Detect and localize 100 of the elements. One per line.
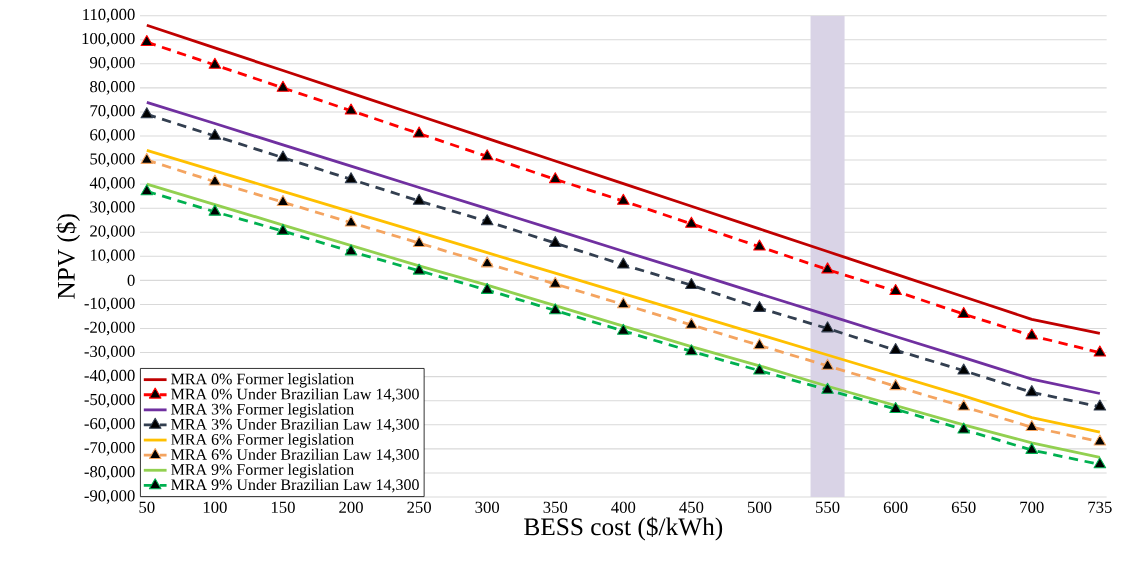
point: [208, 128, 222, 140]
x-tick-label: 450: [679, 501, 704, 513]
x-tick-label: 200: [339, 501, 363, 513]
legend-label: MRA 9% Under Brazilian Law 14,300: [171, 478, 419, 493]
x-tick-label: 100: [203, 501, 227, 513]
y-tick-label: 80,000: [90, 81, 135, 95]
x-tick-label: 500: [747, 501, 772, 513]
point: [821, 321, 834, 333]
point: [685, 278, 698, 290]
point: [889, 284, 902, 296]
point: [480, 149, 494, 161]
y-tick-label: 100,000: [82, 32, 135, 47]
point: [1093, 345, 1107, 357]
point: [548, 303, 562, 315]
y-tick-label: 60,000: [90, 129, 135, 143]
x-tick-label: 300: [475, 501, 500, 513]
point: [480, 214, 494, 226]
point: [276, 223, 290, 235]
point: [617, 193, 630, 205]
point: [276, 194, 290, 207]
point: [957, 363, 971, 375]
x-tick-label: 650: [951, 501, 976, 513]
x-tick-label: 600: [883, 501, 908, 513]
point: [480, 256, 494, 268]
x-tick-label: 700: [1020, 501, 1044, 513]
y-tick-label: -50,000: [84, 393, 135, 408]
point: [889, 401, 902, 414]
point: [208, 57, 222, 69]
x-tick-label: 550: [816, 501, 840, 513]
point: [1025, 419, 1039, 432]
y-tick-label: 0: [127, 274, 135, 287]
point: [685, 216, 698, 228]
legend-label: MRA 0% Under Brazilian Law 14,300: [171, 388, 419, 402]
y-tick-label: -80,000: [84, 466, 135, 480]
point: [617, 323, 630, 335]
point: [276, 150, 290, 162]
point: [344, 103, 358, 115]
y-tick-label: 20,000: [90, 225, 135, 240]
y-tick-label: -60,000: [84, 417, 135, 432]
point: [753, 338, 766, 350]
point: [412, 193, 426, 205]
point: [821, 262, 834, 274]
point: [412, 263, 426, 275]
point: [548, 172, 562, 184]
legend-label: MRA 9% Former legislation: [171, 463, 354, 479]
point: [412, 235, 426, 247]
point: [1093, 399, 1107, 411]
y-tick-label: -90,000: [84, 490, 135, 504]
legend-label: MRA 6% Former legislation: [171, 433, 354, 449]
point: [1093, 457, 1107, 469]
point: [548, 276, 562, 288]
point: [617, 257, 630, 269]
x-axis-title: BESS cost ($/kWh): [524, 516, 723, 541]
point: [344, 172, 358, 184]
y-tick-label: 10,000: [90, 249, 135, 264]
y-tick-label: -20,000: [84, 321, 135, 336]
point: [140, 184, 154, 196]
x-tick-label: 250: [407, 501, 431, 513]
point: [685, 317, 698, 329]
point: [140, 152, 154, 164]
x-tick-label: 50: [139, 501, 155, 513]
point: [889, 379, 902, 391]
point: [957, 399, 971, 411]
point: [344, 215, 358, 227]
y-tick-label: 110,000: [83, 8, 135, 23]
point: [617, 297, 630, 309]
y-tick-label: 90,000: [90, 56, 135, 71]
y-tick-label: -40,000: [84, 369, 135, 384]
y-tick-label: 50,000: [90, 153, 135, 167]
legend-label: MRA 0% Former legislation: [171, 373, 354, 388]
y-tick-label: -10,000: [84, 297, 135, 312]
point: [480, 282, 494, 294]
point: [1025, 442, 1039, 454]
point: [957, 422, 971, 434]
x-tick-label: 150: [271, 501, 295, 513]
point: [1025, 385, 1039, 397]
point: [412, 126, 426, 138]
point: [685, 344, 698, 356]
point: [753, 300, 766, 312]
y-tick-label: -70,000: [84, 442, 135, 456]
point: [1093, 434, 1107, 446]
point: [548, 235, 562, 247]
point: [208, 174, 222, 186]
point: [140, 107, 154, 119]
point: [1025, 328, 1039, 340]
y-tick-label: -30,000: [84, 345, 135, 360]
point: [821, 382, 834, 394]
legend-label: MRA 3% Under Brazilian Law 14,300: [171, 418, 419, 432]
legend-label: MRA 6% Under Brazilian Law 14,300: [171, 448, 419, 463]
point: [344, 244, 358, 256]
point: [753, 239, 766, 251]
x-tick-label: 735: [1088, 501, 1112, 513]
point: [753, 363, 766, 375]
y-tick-label: 70,000: [90, 105, 135, 119]
point: [889, 342, 902, 355]
x-tick-label: 400: [611, 501, 636, 513]
legend-label: MRA 3% Former legislation: [171, 403, 354, 418]
y-tick-label: 40,000: [89, 177, 135, 191]
point: [208, 204, 222, 216]
point: [276, 80, 290, 92]
